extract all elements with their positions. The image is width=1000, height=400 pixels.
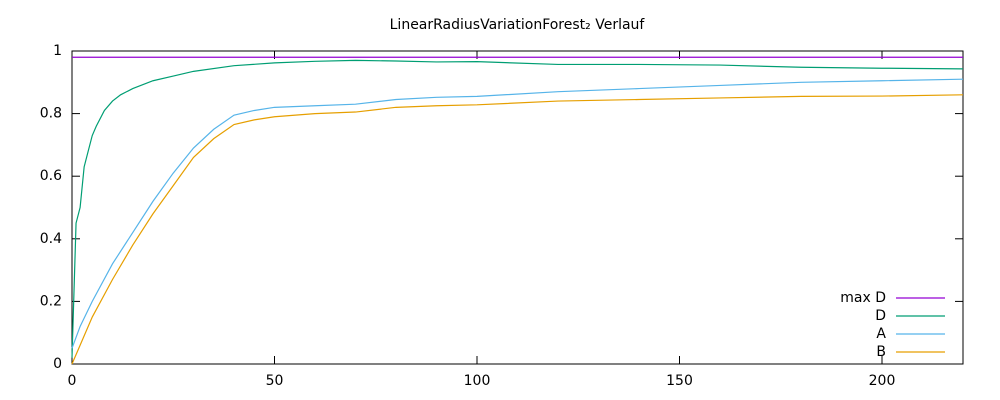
y-tick-label: 0.2 [40, 293, 62, 309]
legend-label: D [875, 308, 886, 324]
x-tick-label: 100 [464, 373, 491, 389]
legend-label: max D [840, 290, 886, 306]
chart-title: LinearRadiusVariationForest₂ Verlauf [390, 17, 646, 33]
x-tick-label: 50 [266, 373, 284, 389]
x-tick-label: 150 [666, 373, 693, 389]
legend-label: B [876, 344, 886, 360]
legend-label: A [876, 326, 886, 342]
x-tick-label: 200 [869, 373, 896, 389]
x-tick-label: 0 [68, 373, 77, 389]
y-tick-label: 1 [53, 43, 62, 59]
y-tick-label: 0.4 [40, 231, 62, 247]
series-line [71, 94, 964, 365]
y-tick-label: 0 [53, 356, 62, 372]
series-line [71, 78, 964, 349]
plot-border [71, 50, 964, 365]
y-tick-label: 0.6 [40, 168, 62, 184]
series-line [71, 59, 964, 358]
y-tick-label: 0.8 [40, 106, 62, 122]
